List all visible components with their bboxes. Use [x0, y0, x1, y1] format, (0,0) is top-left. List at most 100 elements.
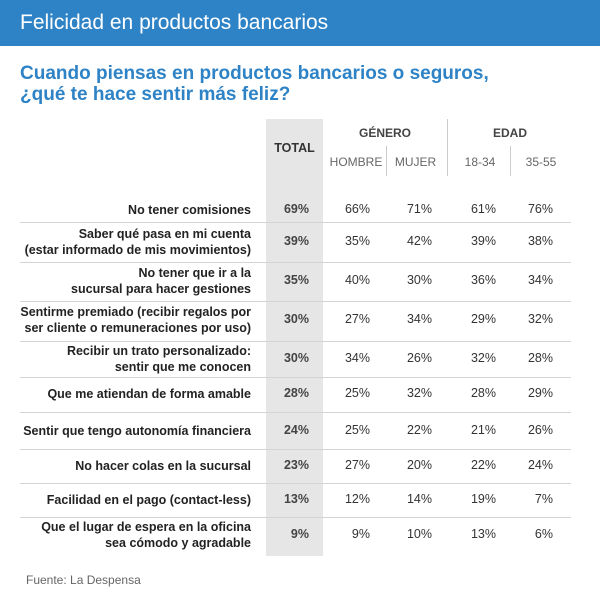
value-35-55: 76% — [527, 202, 553, 216]
value-hombre: 12% — [344, 492, 370, 506]
value-total: 13% — [283, 492, 309, 506]
row-label-line: sea cómodo y agradable — [105, 536, 251, 550]
value-hombre: 40% — [344, 273, 370, 287]
value-hombre: 27% — [344, 458, 370, 472]
row-label-line: (estar informado de mis movimientos) — [24, 243, 251, 257]
value-hombre: 66% — [344, 202, 370, 216]
row-label: Que me atiendan de forma amable — [20, 386, 251, 402]
value-mujer: 22% — [406, 423, 432, 437]
subtitle-line-2: ¿qué te hace sentir más feliz? — [20, 84, 291, 105]
value-35-55: 26% — [527, 423, 553, 437]
row-divider — [20, 412, 571, 413]
value-hombre: 34% — [344, 351, 370, 365]
value-35-55: 29% — [527, 386, 553, 400]
value-18-34: 36% — [470, 273, 496, 287]
value-35-55: 34% — [527, 273, 553, 287]
value-hombre: 9% — [351, 527, 370, 541]
header-edad: EDAD — [492, 126, 527, 140]
column-divider — [510, 146, 511, 176]
row-label-line: ser cliente o remuneraciones por uso) — [24, 321, 251, 335]
value-18-34: 61% — [470, 202, 496, 216]
row-label: Que el lugar de espera en la oficina sea … — [20, 519, 251, 551]
subtitle-line-1: Cuando piensas en productos bancarios o … — [20, 63, 489, 84]
value-mujer: 14% — [406, 492, 432, 506]
row-divider — [20, 517, 571, 518]
source-note: Fuente: La Despensa — [26, 573, 141, 587]
row-label-line: Sentirme premiado (recibir regalos por — [20, 305, 251, 319]
value-mujer: 30% — [406, 273, 432, 287]
row-divider — [20, 341, 571, 342]
row-label: No hacer colas en la sucursal — [20, 458, 251, 474]
header-mujer: MUJER — [394, 155, 437, 169]
value-total: 35% — [283, 273, 309, 287]
row-divider — [20, 301, 571, 302]
header-age-18-34: 18-34 — [464, 155, 496, 169]
header-genero: GÉNERO — [358, 126, 411, 140]
group-divider — [447, 119, 448, 176]
row-label: No tener comisiones — [20, 202, 251, 218]
value-mujer: 71% — [406, 202, 432, 216]
value-mujer: 10% — [406, 527, 432, 541]
row-label: No tener que ir a la sucursal para hacer … — [20, 265, 251, 297]
row-label-line: Sentir que tengo autonomía financiera — [23, 424, 251, 438]
header-age-35-55: 35-55 — [525, 155, 557, 169]
header-hombre: HOMBRE — [329, 155, 383, 169]
row-label-line: No hacer colas en la sucursal — [75, 459, 251, 473]
value-hombre: 25% — [344, 386, 370, 400]
row-label-line: No tener que ir a la — [138, 266, 251, 280]
row-label-line: Saber qué pasa en mi cuenta — [78, 227, 251, 241]
row-divider — [20, 483, 571, 484]
row-label-line: Que el lugar de espera en la oficina — [41, 520, 251, 534]
value-mujer: 32% — [406, 386, 432, 400]
value-hombre: 35% — [344, 234, 370, 248]
row-label-line: sucursal para hacer gestiones — [71, 282, 251, 296]
value-total: 23% — [283, 458, 309, 472]
chart-subtitle: Cuando piensas en productos bancarios o … — [20, 63, 580, 105]
row-divider — [20, 377, 571, 378]
header-bar: Felicidad en productos bancarios — [0, 0, 600, 46]
value-18-34: 19% — [470, 492, 496, 506]
value-35-55: 28% — [527, 351, 553, 365]
value-hombre: 27% — [344, 312, 370, 326]
row-label: Facilidad en el pago (contact-less) — [20, 492, 251, 508]
value-18-34: 21% — [470, 423, 496, 437]
row-divider — [20, 449, 571, 450]
value-18-34: 39% — [470, 234, 496, 248]
value-total: 39% — [283, 234, 309, 248]
row-label: Sentir que tengo autonomía financiera — [20, 423, 251, 439]
value-18-34: 13% — [470, 527, 496, 541]
value-total: 9% — [290, 527, 309, 541]
value-35-55: 24% — [527, 458, 553, 472]
value-18-34: 22% — [470, 458, 496, 472]
value-18-34: 32% — [470, 351, 496, 365]
value-35-55: 6% — [534, 527, 553, 541]
column-divider — [386, 146, 387, 176]
value-total: 69% — [283, 202, 309, 216]
value-total: 24% — [283, 423, 309, 437]
row-label-line: sentir que me conocen — [114, 360, 251, 374]
row-label-line: No tener comisiones — [128, 203, 251, 217]
value-mujer: 26% — [406, 351, 432, 365]
value-mujer: 20% — [406, 458, 432, 472]
row-label-line: Facilidad en el pago (contact-less) — [46, 493, 251, 507]
row-divider — [20, 222, 571, 223]
value-18-34: 28% — [470, 386, 496, 400]
row-label: Sentirme premiado (recibir regalos por se… — [20, 304, 251, 336]
value-total: 30% — [283, 351, 309, 365]
value-mujer: 42% — [406, 234, 432, 248]
value-35-55: 7% — [534, 492, 553, 506]
value-total: 30% — [283, 312, 309, 326]
row-divider — [20, 262, 571, 263]
row-label-line: Que me atiendan de forma amable — [47, 387, 251, 401]
value-18-34: 29% — [470, 312, 496, 326]
row-label: Recibir un trato personalizado: sentir qu… — [20, 343, 251, 375]
value-35-55: 32% — [527, 312, 553, 326]
value-35-55: 38% — [527, 234, 553, 248]
value-mujer: 34% — [406, 312, 432, 326]
value-hombre: 25% — [344, 423, 370, 437]
total-column-highlight — [266, 119, 323, 556]
value-total: 28% — [283, 386, 309, 400]
page-title: Felicidad en productos bancarios — [20, 11, 329, 34]
row-label-line: Recibir un trato personalizado: — [66, 344, 251, 358]
row-label: Saber qué pasa en mi cuenta (estar inform… — [20, 226, 251, 258]
